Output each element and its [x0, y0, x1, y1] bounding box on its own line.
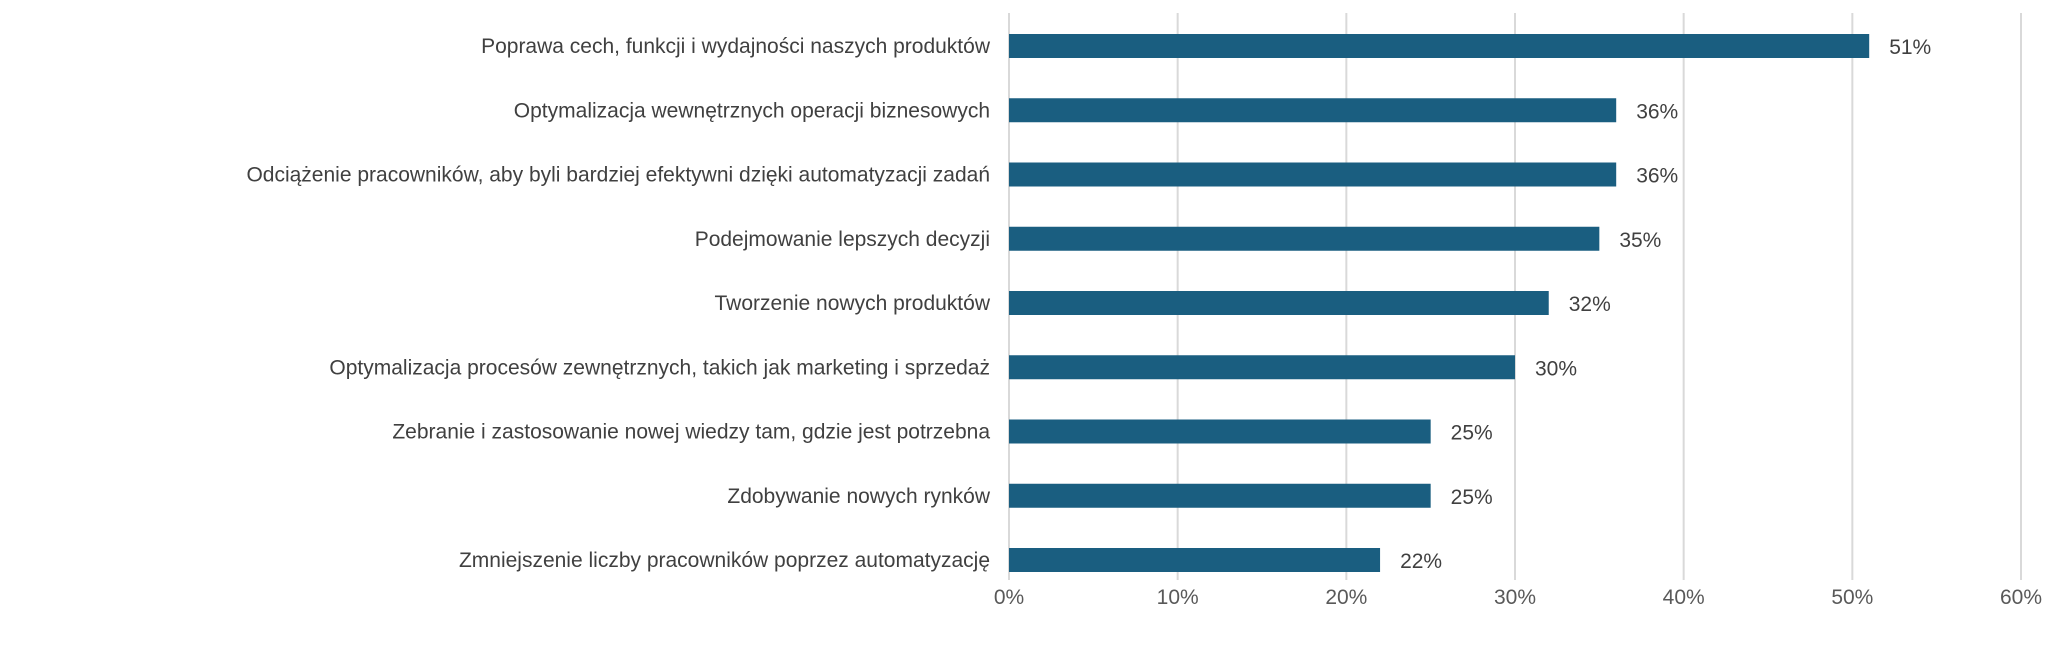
data-label: 51%: [1889, 36, 1931, 59]
category-label: Optymalizacja wewnętrznych operacji bizn…: [514, 99, 990, 122]
category-label: Odciążenie pracowników, aby byli bardzie…: [246, 164, 990, 187]
x-tick-label: 10%: [1157, 586, 1199, 609]
bar: [1009, 548, 1381, 572]
bar: [1009, 419, 1431, 444]
data-label: 25%: [1451, 422, 1493, 445]
category-label: Podejmowanie lepszych decyzji: [695, 228, 990, 251]
data-label: 36%: [1636, 165, 1678, 188]
x-tick-label: 20%: [1325, 586, 1367, 609]
category-label: Optymalizacja procesów zewnętrznych, tak…: [329, 356, 990, 379]
bar: [1009, 483, 1431, 508]
x-tick-label: 50%: [1831, 586, 1873, 609]
bar: [1009, 355, 1515, 380]
data-label: 36%: [1636, 100, 1678, 123]
category-label: Zebranie i zastosowanie nowej wiedzy tam…: [392, 421, 990, 444]
data-label: 22%: [1400, 550, 1442, 573]
data-label: 30%: [1535, 357, 1577, 380]
category-labels: Poprawa cech, funkcji i wydajności naszy…: [246, 35, 990, 572]
bar: [1009, 291, 1549, 315]
bar: [1009, 162, 1617, 187]
bar: [1009, 226, 1600, 251]
data-label: 32%: [1569, 293, 1611, 316]
data-label: 25%: [1451, 486, 1493, 509]
category-label: Zdobywanie nowych rynków: [727, 485, 990, 508]
category-label: Tworzenie nowych produktów: [715, 292, 991, 315]
x-tick-label: 30%: [1494, 586, 1536, 609]
x-tick-label: 60%: [2000, 586, 2042, 609]
x-tick-label: 0%: [994, 586, 1024, 609]
category-label: Poprawa cech, funkcji i wydajności naszy…: [481, 35, 991, 58]
x-axis-tick-labels: 0% 10% 20% 30% 40% 50% 60%: [994, 586, 2042, 609]
bar: [1009, 98, 1617, 123]
x-tick-label: 40%: [1663, 586, 1705, 609]
bars: [1009, 34, 1870, 572]
category-label: Zmniejszenie liczby pracowników poprzez …: [459, 549, 990, 572]
bar: [1009, 34, 1870, 58]
value-labels: 51% 36% 36% 35% 32% 30% 25% 25% 22%: [1400, 36, 1931, 573]
data-label: 35%: [1619, 229, 1661, 252]
